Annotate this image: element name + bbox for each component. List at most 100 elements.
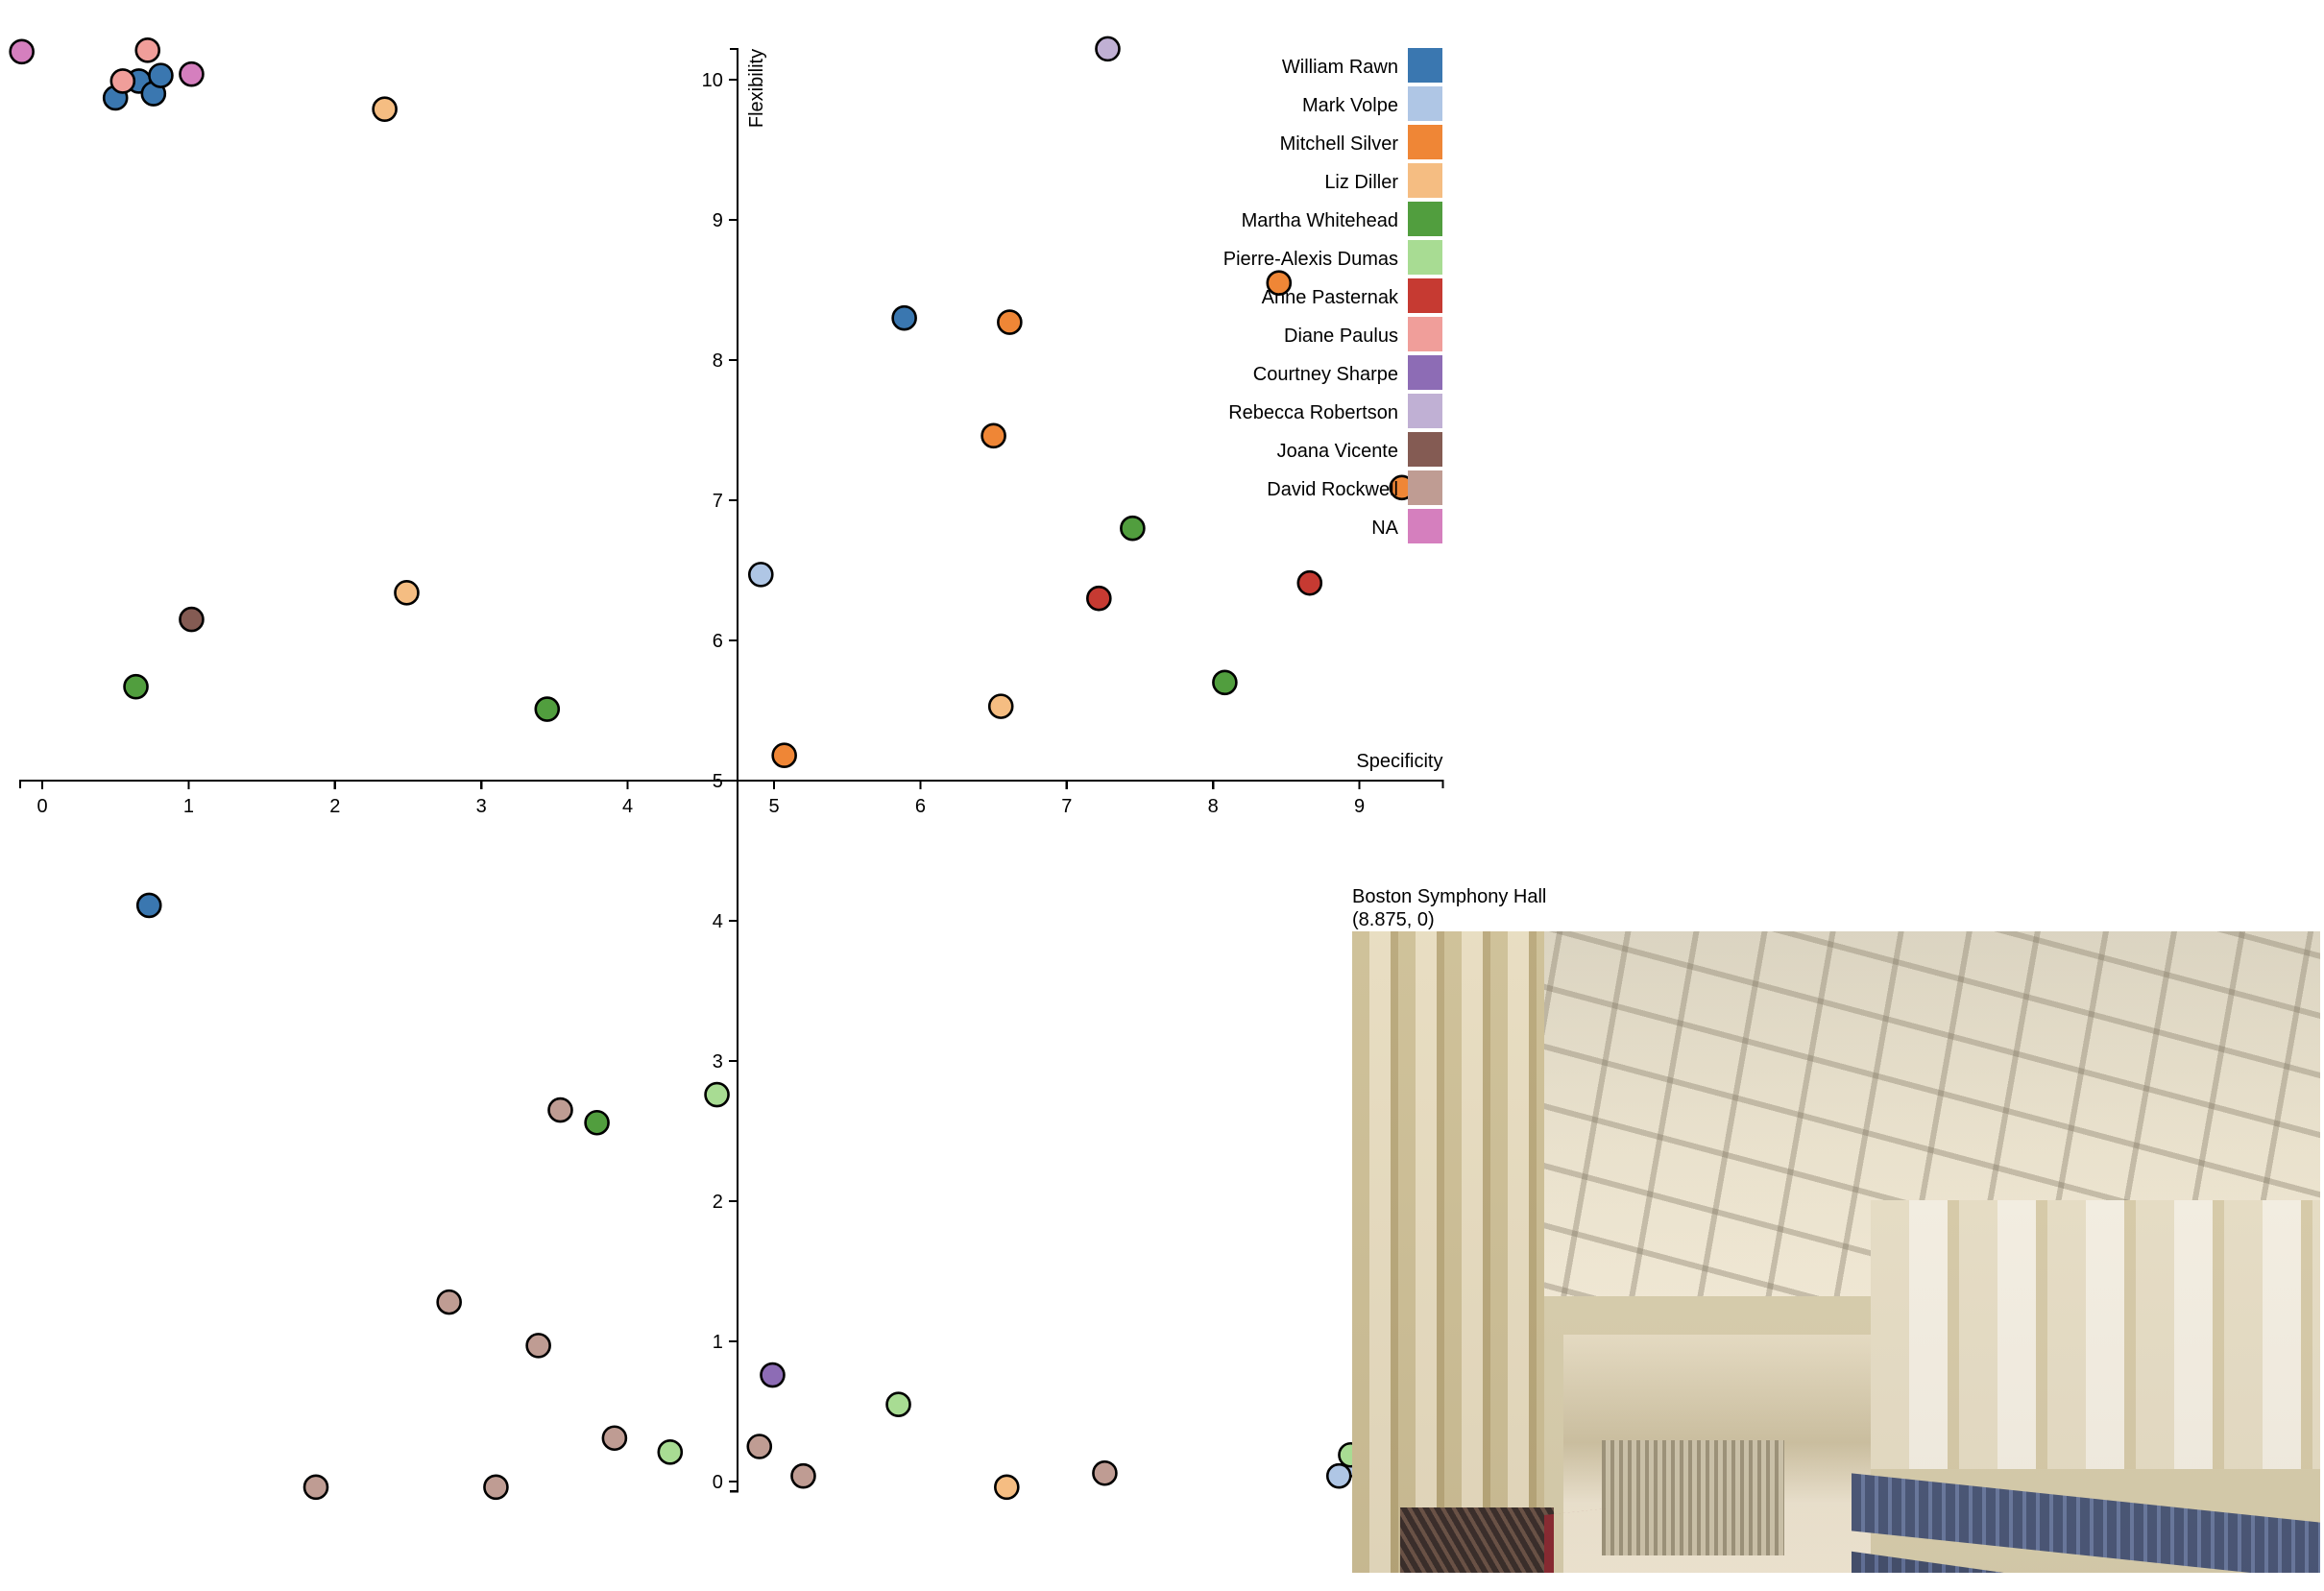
- y-axis-line: [729, 47, 738, 1493]
- data-point[interactable]: [525, 1333, 551, 1359]
- data-point[interactable]: [483, 1474, 509, 1501]
- data-point[interactable]: [891, 304, 917, 331]
- legend-item[interactable]: NA: [1371, 509, 1442, 543]
- legend-item[interactable]: Pierre-Alexis Dumas: [1223, 240, 1442, 275]
- data-point[interactable]: [747, 562, 774, 588]
- data-point[interactable]: [987, 693, 1014, 719]
- venue-photo: [1352, 931, 2320, 1573]
- y-tick-label: 8: [713, 350, 723, 372]
- legend-item[interactable]: Anne Pasternak: [1262, 278, 1442, 313]
- data-point[interactable]: [109, 68, 136, 94]
- data-point[interactable]: [148, 62, 174, 88]
- legend-item[interactable]: Martha Whitehead: [1242, 202, 1442, 236]
- photo-organ: [1602, 1440, 1784, 1555]
- legend-label: Diane Paulus: [1284, 325, 1398, 347]
- data-point[interactable]: [885, 1391, 911, 1417]
- x-tick-label: 4: [622, 796, 633, 817]
- legend-swatch: [1408, 432, 1442, 467]
- legend-label: Anne Pasternak: [1262, 287, 1399, 308]
- data-point[interactable]: [760, 1362, 786, 1388]
- legend-item[interactable]: Mitchell Silver: [1280, 125, 1442, 159]
- y-tick-label: 7: [713, 491, 723, 512]
- legend-label: William Rawn: [1282, 57, 1398, 78]
- data-point[interactable]: [394, 580, 420, 606]
- legend-swatch: [1408, 163, 1442, 198]
- legend-item[interactable]: Joana Vicente: [1277, 432, 1442, 467]
- y-tick-label: 1: [713, 1332, 723, 1353]
- y-tick-label: 5: [713, 771, 723, 792]
- data-point[interactable]: [584, 1109, 610, 1136]
- y-tick-label: 10: [702, 70, 723, 91]
- x-tick-label: 6: [915, 796, 926, 817]
- data-point[interactable]: [790, 1462, 816, 1489]
- photo-left-seats: [1400, 1507, 1554, 1573]
- legend: William Rawn Mark Volpe Mitchell Silver Liz…: [1223, 48, 1442, 543]
- legend-swatch: [1408, 48, 1442, 83]
- data-point[interactable]: [436, 1289, 462, 1315]
- x-axis-line: [19, 779, 1444, 788]
- x-tick-label: 7: [1061, 796, 1072, 817]
- legend-item[interactable]: William Rawn: [1282, 48, 1442, 83]
- tooltip-title: Boston Symphony Hall: [1352, 886, 1547, 907]
- legend-swatch: [1408, 394, 1442, 428]
- data-point[interactable]: [534, 696, 561, 722]
- data-point[interactable]: [980, 422, 1006, 449]
- legend-label: Mark Volpe: [1302, 95, 1398, 116]
- data-point[interactable]: [179, 60, 205, 87]
- data-point[interactable]: [123, 673, 149, 700]
- data-point[interactable]: [771, 742, 797, 769]
- legend-label: Pierre-Alexis Dumas: [1223, 249, 1398, 270]
- y-tick-label: 0: [713, 1472, 723, 1493]
- x-tick-label: 8: [1208, 796, 1219, 817]
- data-point[interactable]: [1325, 1462, 1352, 1489]
- photo-right-wall: [1871, 1200, 2320, 1469]
- y-axis-title: Flexibility: [746, 49, 767, 128]
- data-point[interactable]: [997, 309, 1023, 335]
- legend-swatch: [1408, 240, 1442, 275]
- data-point[interactable]: [1296, 569, 1323, 596]
- x-axis-title: Specificity: [1356, 751, 1442, 772]
- data-point[interactable]: [601, 1425, 628, 1452]
- legend-swatch: [1408, 278, 1442, 313]
- legend-item[interactable]: Liz Diller: [1324, 163, 1442, 198]
- tooltip-coords: (8.875, 0): [1352, 909, 1435, 930]
- data-point[interactable]: [179, 606, 205, 633]
- data-point[interactable]: [372, 96, 398, 122]
- photo-overlay: [1352, 931, 2320, 1573]
- data-point[interactable]: [1212, 669, 1238, 696]
- data-point[interactable]: [134, 37, 161, 63]
- legend-label: Martha Whitehead: [1242, 210, 1398, 231]
- data-point[interactable]: [657, 1439, 684, 1465]
- legend-label: Courtney Sharpe: [1253, 364, 1398, 385]
- data-point[interactable]: [135, 892, 162, 919]
- data-point[interactable]: [1266, 270, 1293, 297]
- legend-item[interactable]: Mark Volpe: [1302, 86, 1442, 121]
- x-tick-label: 2: [329, 796, 340, 817]
- y-tick-label: 9: [713, 210, 723, 231]
- legend-item[interactable]: Courtney Sharpe: [1253, 355, 1442, 390]
- data-point[interactable]: [303, 1474, 329, 1501]
- data-point[interactable]: [9, 38, 35, 65]
- x-tick-label: 0: [36, 796, 47, 817]
- legend-item[interactable]: Diane Paulus: [1284, 317, 1442, 351]
- legend-label: Liz Diller: [1324, 172, 1398, 193]
- x-tick-label: 1: [183, 796, 194, 817]
- x-tick-label: 9: [1354, 796, 1365, 817]
- legend-item[interactable]: Rebecca Robertson: [1228, 394, 1442, 428]
- data-point[interactable]: [1086, 585, 1112, 612]
- legend-swatch: [1408, 86, 1442, 121]
- data-point[interactable]: [704, 1081, 730, 1108]
- data-point[interactable]: [994, 1474, 1020, 1501]
- legend-label: Mitchell Silver: [1280, 133, 1399, 155]
- data-point[interactable]: [547, 1097, 573, 1123]
- points-layer: [9, 36, 1456, 1501]
- data-point[interactable]: [1095, 36, 1121, 62]
- data-point[interactable]: [1120, 515, 1146, 542]
- legend-swatch: [1408, 125, 1442, 159]
- data-point[interactable]: [1092, 1459, 1118, 1486]
- legend-label: Rebecca Robertson: [1228, 402, 1398, 423]
- legend-swatch: [1408, 470, 1442, 505]
- legend-item[interactable]: David Rockwell: [1267, 470, 1442, 505]
- data-point[interactable]: [746, 1434, 773, 1459]
